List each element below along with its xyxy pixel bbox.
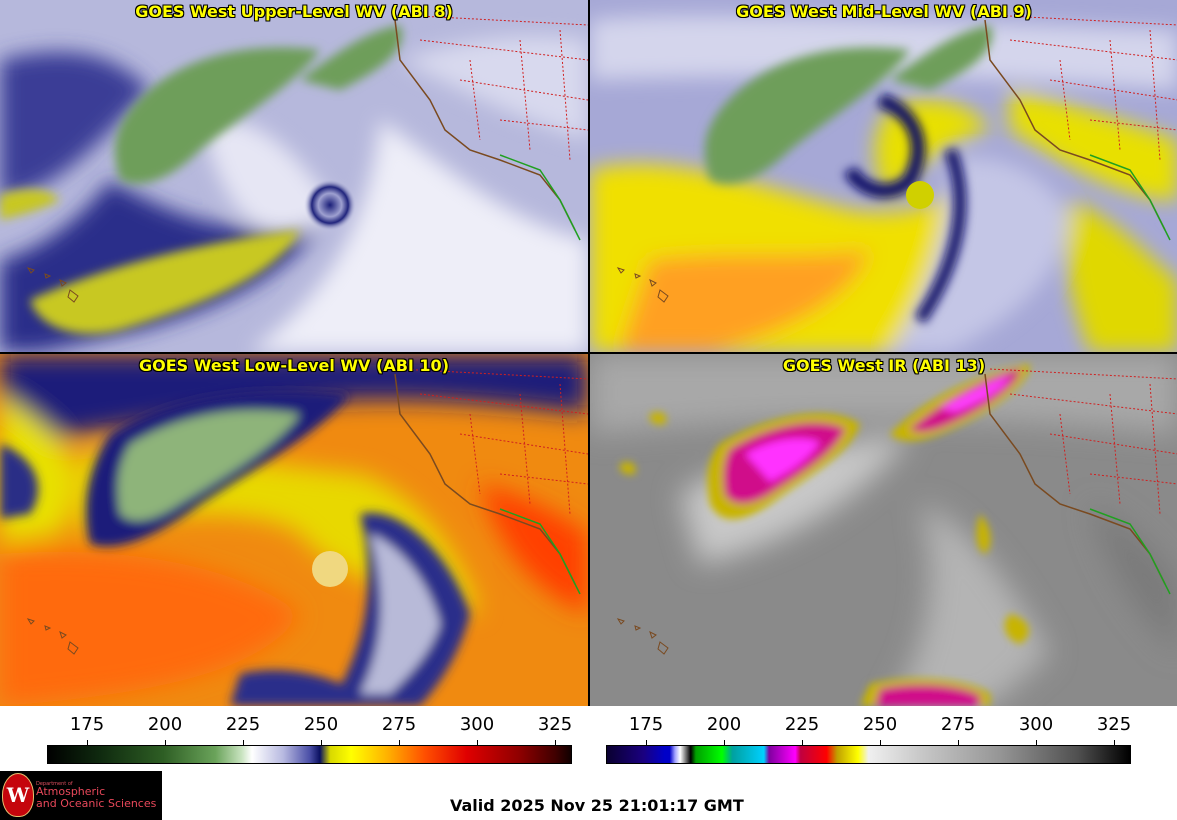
valid-time: Valid 2025 Nov 25 21:01:17 GMT bbox=[450, 796, 744, 815]
colorbar-tick bbox=[1036, 740, 1037, 746]
panel-title: GOES West Upper-Level WV (ABI 8) bbox=[135, 2, 453, 21]
colorbar-tick-label: 250 bbox=[303, 714, 339, 735]
mid-level-wv-panel: GOES West Mid-Level WV (ABI 9) bbox=[590, 0, 1177, 352]
colorbar-tick bbox=[880, 740, 881, 746]
ir-colorbar: 175 200 225 250 275 300 325 bbox=[0, 706, 1177, 766]
low-level-wv-panel: GOES West Low-Level WV (ABI 10) bbox=[0, 354, 588, 706]
colorbar-tick bbox=[958, 740, 959, 746]
colorbar-tick bbox=[243, 740, 244, 746]
logo-name-line2: and Oceanic Sciences bbox=[36, 797, 157, 810]
colorbar-tick bbox=[165, 740, 166, 746]
logo-name-line1: Atmospheric bbox=[36, 785, 106, 798]
colorbar-tick-label: 325 bbox=[537, 714, 573, 735]
colorbar-tick-label: 325 bbox=[1096, 714, 1132, 735]
colorbar-tick-label: 200 bbox=[147, 714, 183, 735]
colorbar-tick-label: 300 bbox=[1018, 714, 1054, 735]
colorbar-tick-label: 275 bbox=[940, 714, 976, 735]
wv-colorbar: 175 200 225 250 275 300 325 bbox=[0, 706, 588, 766]
colorbar-tick bbox=[802, 740, 803, 746]
colorbar-tick bbox=[1114, 740, 1115, 746]
upper-level-wv-image bbox=[0, 0, 588, 352]
colorbar-tick bbox=[87, 740, 88, 746]
colorbar-tick-label: 175 bbox=[69, 714, 105, 735]
colorbar-tick-label: 275 bbox=[381, 714, 417, 735]
logo-dept-text: Department of bbox=[36, 781, 73, 787]
colorbar-tick bbox=[399, 740, 400, 746]
upper-level-wv-panel: GOES West Upper-Level WV (ABI 8) bbox=[0, 0, 588, 352]
wv-colorbar-gradient bbox=[47, 745, 572, 764]
ir-panel: GOES West IR (ABI 13) bbox=[590, 354, 1177, 706]
ir-image bbox=[590, 354, 1177, 706]
vertical-divider bbox=[588, 0, 590, 706]
logo-name-text: Atmospheric and Oceanic Sciences bbox=[36, 786, 156, 810]
panel-title: GOES West IR (ABI 13) bbox=[782, 356, 986, 375]
colorbar-tick-label: 225 bbox=[784, 714, 820, 735]
colorbar-tick bbox=[477, 740, 478, 746]
colorbar-tick-label: 300 bbox=[459, 714, 495, 735]
low-level-wv-image bbox=[0, 354, 588, 706]
seal-letter: W bbox=[6, 783, 30, 807]
panel-title: GOES West Mid-Level WV (ABI 9) bbox=[736, 2, 1032, 21]
colorbar-tick-label: 200 bbox=[706, 714, 742, 735]
colorbar-tick bbox=[724, 740, 725, 746]
colorbar-tick-label: 175 bbox=[628, 714, 664, 735]
uw-seal-icon: W bbox=[2, 773, 34, 817]
colorbar-tick-label: 250 bbox=[862, 714, 898, 735]
colorbar-tick-label: 225 bbox=[225, 714, 261, 735]
mid-level-wv-image bbox=[590, 0, 1177, 352]
colorbar-tick bbox=[646, 740, 647, 746]
colorbar-tick bbox=[321, 740, 322, 746]
ir-colorbar-gradient bbox=[606, 745, 1131, 764]
aos-logo: W Department of Atmospheric and Oceanic … bbox=[0, 771, 162, 820]
panel-title: GOES West Low-Level WV (ABI 10) bbox=[138, 356, 449, 375]
colorbar-tick bbox=[555, 740, 556, 746]
